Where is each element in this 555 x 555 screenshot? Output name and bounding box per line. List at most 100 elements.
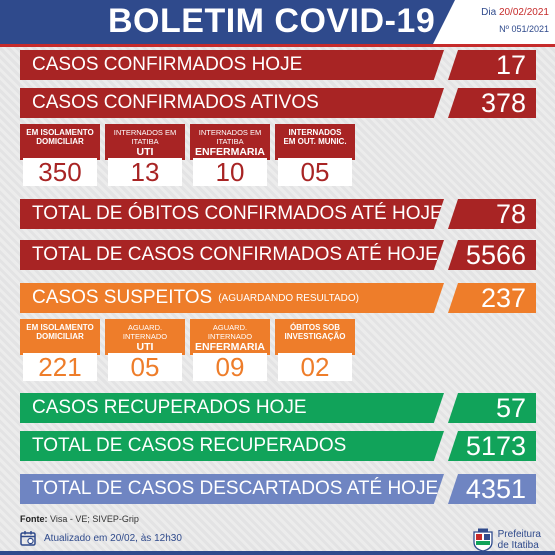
box-title: ENFERMARIA — [195, 341, 265, 353]
footer-stripe — [0, 551, 555, 555]
box-caption-2: DOMICILIAR — [36, 137, 84, 146]
row-label: CASOS RECUPERADOS HOJE — [32, 397, 307, 418]
row-value: 5173 — [465, 431, 526, 461]
box-header: AGUARD. INTERNADO UTI — [105, 319, 185, 355]
box-header: EM ISOLAMENTO DOMICILIAR — [20, 319, 100, 355]
label-box: CASOS SUSPEITOS (AGUARDANDO RESULTADO) — [20, 283, 444, 313]
box-caption: AGUARD. INTERNADO — [207, 323, 253, 341]
active-ward-box: INTERNADOS EM ITATIBA ENFERMARIA 10 — [190, 124, 270, 188]
page-title: BOLETIM COVID-19 — [108, 2, 436, 40]
box-caption-2: INVESTIGAÇÃO — [284, 332, 346, 341]
box-value: 10 — [193, 158, 267, 186]
row-value: 4351 — [465, 474, 526, 504]
row-value: 17 — [495, 50, 526, 80]
value-box: 57 — [448, 393, 536, 423]
suspected-uti-box: AGUARD. INTERNADO UTI 05 — [105, 319, 185, 383]
row-label: TOTAL DE CASOS CONFIRMADOS ATÉ HOJE — [32, 244, 438, 265]
box-caption: EM ISOLAMENTO — [26, 128, 94, 137]
box-title: UTI — [136, 146, 154, 158]
box-caption: ÓBITOS SOB — [289, 323, 341, 332]
row-suspected: CASOS SUSPEITOS (AGUARDANDO RESULTADO) 23… — [20, 283, 536, 313]
row-label: CASOS SUSPEITOS (AGUARDANDO RESULTADO) — [32, 287, 359, 310]
row-deaths-total: TOTAL DE ÓBITOS CONFIRMADOS ATÉ HOJE 78 — [20, 199, 536, 229]
box-value: 221 — [23, 353, 97, 381]
row-label: TOTAL DE ÓBITOS CONFIRMADOS ATÉ HOJE — [32, 203, 443, 224]
value-box: 237 — [448, 283, 536, 313]
row-value: 5566 — [465, 240, 526, 270]
label-box: TOTAL DE CASOS RECUPERADOS — [20, 431, 444, 461]
box-header: INTERNADOS EM OUT. MUNIC. — [275, 124, 355, 160]
box-header: ÓBITOS SOB INVESTIGAÇÃO — [275, 319, 355, 355]
value-box: 378 — [448, 88, 536, 118]
value-box: 5173 — [448, 431, 536, 461]
row-confirmed-today: CASOS CONFIRMADOS HOJE 17 — [20, 50, 536, 80]
row-discarded-total: TOTAL DE CASOS DESCARTADOS ATÉ HOJE 4351 — [20, 474, 536, 504]
row-label: CASOS CONFIRMADOS HOJE — [32, 54, 303, 75]
box-caption: AGUARD. INTERNADO — [122, 323, 168, 341]
box-value: 02 — [278, 353, 352, 381]
box-caption: INTERNADOS EM ITATIBA — [198, 128, 262, 146]
calendar-icon — [20, 531, 36, 546]
box-header: INTERNADOS EM ITATIBA ENFERMARIA — [190, 124, 270, 160]
label-box: TOTAL DE ÓBITOS CONFIRMADOS ATÉ HOJE — [20, 199, 444, 229]
box-caption: INTERNADOS EM ITATIBA — [113, 128, 177, 146]
logo-line-1: Prefeitura — [497, 529, 541, 540]
active-uti-box: INTERNADOS EM ITATIBA UTI 13 — [105, 124, 185, 188]
header-divider — [0, 44, 555, 47]
logo-line-2: de Itatiba — [497, 540, 539, 551]
row-value: 378 — [480, 88, 526, 118]
suspected-ward-box: AGUARD. INTERNADO ENFERMARIA 09 — [190, 319, 270, 383]
box-value: 350 — [23, 158, 97, 186]
row-label: CASOS CONFIRMADOS ATIVOS — [32, 92, 319, 113]
box-value: 05 — [108, 353, 182, 381]
source-label: Fonte: — [20, 514, 48, 524]
row-value: 78 — [495, 199, 526, 229]
row-value: 237 — [480, 283, 526, 313]
value-box: 4351 — [448, 474, 536, 504]
suspected-label: CASOS SUSPEITOS — [32, 287, 213, 308]
label-box: CASOS CONFIRMADOS HOJE — [20, 50, 444, 80]
label-box: TOTAL DE CASOS DESCARTADOS ATÉ HOJE — [20, 474, 444, 504]
row-recovered-today: CASOS RECUPERADOS HOJE 57 — [20, 393, 536, 423]
box-value: 13 — [108, 158, 182, 186]
value-box: 5566 — [448, 240, 536, 270]
row-recovered-total: TOTAL DE CASOS RECUPERADOS 5173 — [20, 431, 536, 461]
source-text: Visa - VE; SIVEP-Grip — [47, 514, 139, 524]
bulletin-number: Nº 051/2021 — [499, 24, 549, 34]
row-confirmed-active: CASOS CONFIRMADOS ATIVOS 378 — [20, 88, 536, 118]
active-other-city-box: INTERNADOS EM OUT. MUNIC. 05 — [275, 124, 355, 188]
value-box: 17 — [448, 50, 536, 80]
label-box: CASOS RECUPERADOS HOJE — [20, 393, 444, 423]
date-value: 20/02/2021 — [498, 7, 549, 18]
updated-line: Atualizado em 20/02, às 12h30 — [20, 530, 182, 546]
row-label: TOTAL DE CASOS DESCARTADOS ATÉ HOJE — [32, 478, 439, 499]
box-header: EM ISOLAMENTO DOMICILIAR — [20, 124, 100, 160]
updated-text: Atualizado em 20/02, às 12h30 — [44, 532, 182, 544]
box-header: INTERNADOS EM ITATIBA UTI — [105, 124, 185, 160]
row-label: TOTAL DE CASOS RECUPERADOS — [32, 435, 347, 456]
box-value: 05 — [278, 158, 352, 186]
box-header: AGUARD. INTERNADO ENFERMARIA — [190, 319, 270, 355]
date-panel: Dia 20/02/2021 Nº 051/2021 — [433, 0, 555, 44]
box-caption-2: DOMICILIAR — [36, 332, 84, 341]
box-value: 09 — [193, 353, 267, 381]
suspected-isolation-box: EM ISOLAMENTO DOMICILIAR 221 — [20, 319, 100, 383]
row-value: 57 — [495, 393, 526, 423]
date-line: Dia 20/02/2021 — [481, 7, 549, 18]
box-title: ENFERMARIA — [195, 146, 265, 158]
box-caption: EM ISOLAMENTO — [26, 323, 94, 332]
box-caption: INTERNADOS — [288, 128, 342, 137]
suspected-note: (AGUARDANDO RESULTADO) — [218, 293, 359, 304]
box-caption-2: EM OUT. MUNIC. — [283, 137, 347, 146]
city-crest-icon — [472, 528, 493, 552]
source-note: Fonte: Visa - VE; SIVEP-Grip — [20, 514, 139, 524]
row-cases-total: TOTAL DE CASOS CONFIRMADOS ATÉ HOJE 5566 — [20, 240, 536, 270]
label-box: CASOS CONFIRMADOS ATIVOS — [20, 88, 444, 118]
suspected-deaths-box: ÓBITOS SOB INVESTIGAÇÃO 02 — [275, 319, 355, 383]
value-box: 78 — [448, 199, 536, 229]
date-prefix: Dia — [481, 7, 499, 18]
box-title: UTI — [136, 341, 154, 353]
city-logo: Prefeitura de Itatiba — [472, 528, 541, 552]
active-isolation-box: EM ISOLAMENTO DOMICILIAR 350 — [20, 124, 100, 188]
